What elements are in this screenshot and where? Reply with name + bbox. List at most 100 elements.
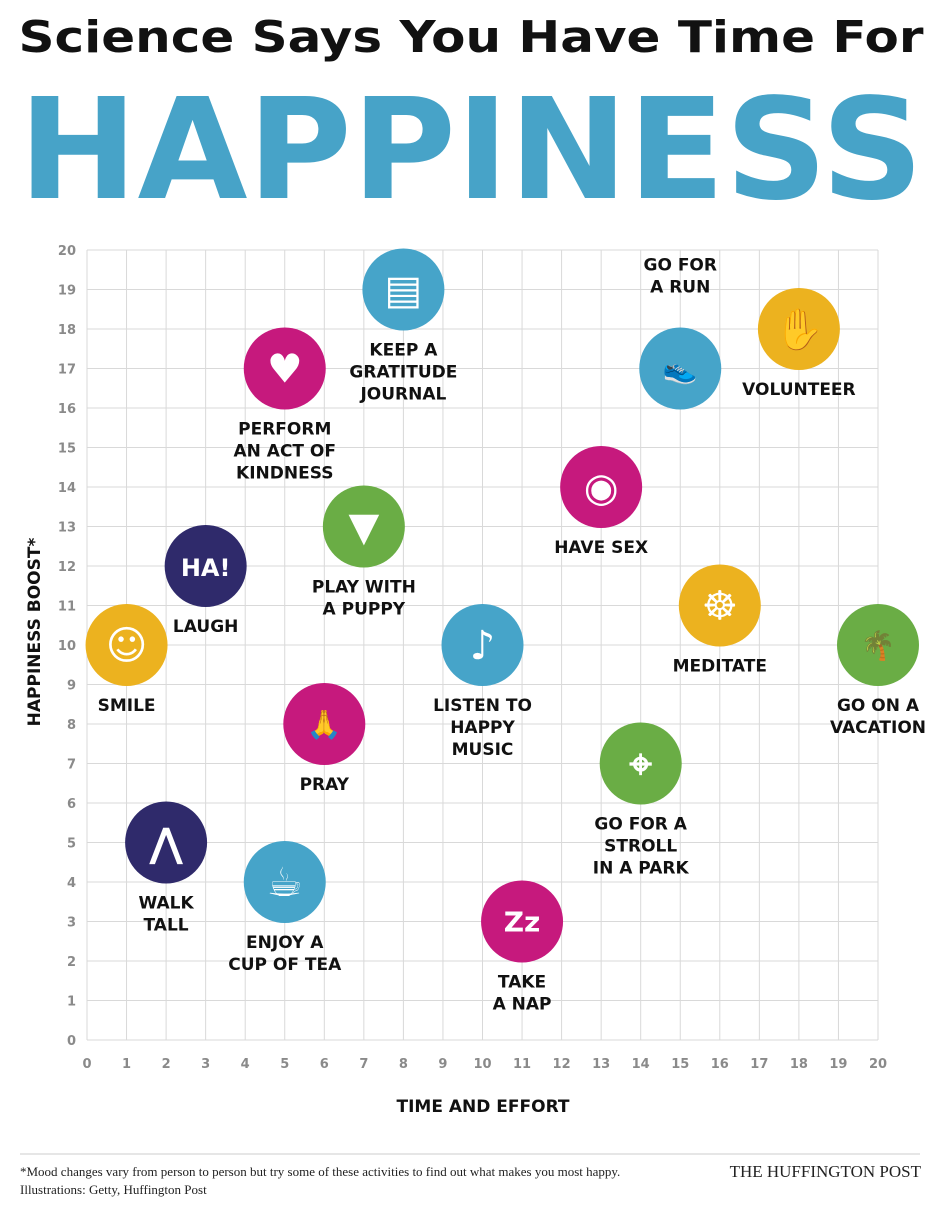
brand-logo: THE HUFFINGTON POST [729,1162,921,1181]
point-label: LISTEN TO [433,696,532,716]
point-label: KEEP A [369,341,438,361]
point-label: KINDNESS [236,464,333,484]
y-tick-label: 7 [67,758,76,773]
data-point: HA! LAUGH [164,525,247,637]
point-label: IN A PARK [593,859,690,879]
point-marker [125,801,208,884]
data-point: ☺ SMILE [85,604,168,716]
point-marker [639,327,722,410]
y-tick-label: 12 [58,560,76,575]
heart-icon: ♥ [267,347,303,393]
x-tick-label: 18 [790,1057,808,1072]
y-tick-label: 18 [58,323,76,338]
x-tick-label: 8 [399,1057,408,1072]
point-marker [837,604,919,686]
praying-hands-icon: 🙏 [307,708,342,741]
y-tick-label: 16 [58,402,76,417]
lips-icon: ◉ [584,465,619,511]
point-label: TAKE [498,973,546,993]
point-label: WALK [139,894,195,914]
footer-divider [20,1153,920,1155]
point-label: LAUGH [173,617,238,637]
x-tick-label: 13 [592,1057,610,1072]
credits: Illustrations: Getty, Huffington Post [20,1182,207,1197]
y-tick-label: 10 [58,639,76,654]
notebook-icon: ▤ [385,268,423,314]
point-label: SMILE [98,696,156,716]
palm-tree-icon: 🌴 [861,629,896,662]
x-tick-label: 6 [320,1057,329,1072]
point-label: A RUN [650,278,710,298]
point-marker [560,446,643,528]
x-tick-label: 17 [750,1057,768,1072]
point-marker [362,248,445,331]
y-tick-label: 4 [67,876,76,891]
y-tick-label: 15 [58,442,76,457]
y-tick-label: 13 [58,521,76,536]
point-label: GO FOR [644,256,717,276]
point-marker [678,564,761,647]
data-point: ☸ MEDITATE [673,564,767,677]
sleep-cloud-icon: Zz [504,906,541,939]
point-label: GRATITUDE [349,363,457,383]
point-marker [441,604,524,686]
point-label: TALL [144,916,189,936]
raised-hand-icon: ✋ [774,306,824,353]
x-tick-label: 19 [829,1057,847,1072]
x-tick-label: 1 [122,1057,131,1072]
tick-labels: 0 1 2 3 4 5 6 7 8 9 10 11 12 13 14 15 16 17 18 19 2001234567… [58,244,887,1072]
point-label: VACATION [830,718,926,738]
x-tick-label: 15 [671,1057,689,1072]
music-note-icon: ♪ [470,623,496,669]
point-label: ENJOY A [246,933,324,953]
smiling-woman-icon: ☺ [106,623,148,669]
point-marker [85,604,168,686]
title-line-2: HAPPINESS [19,69,924,232]
x-tick-label: 10 [473,1057,491,1072]
x-tick-label: 16 [711,1057,729,1072]
data-point: ✋ VOLUNTEER [742,288,856,400]
point-label: PLAY WITH [312,578,416,598]
x-tick-label: 3 [201,1057,210,1072]
y-tick-label: 5 [67,837,76,852]
y-tick-label: 9 [67,679,76,694]
point-label: JOURNAL [359,385,446,405]
point-label: CUP OF TEA [228,955,342,975]
point-marker [757,288,840,370]
y-tick-label: 2 [67,955,76,970]
point-label: MEDITATE [673,657,767,677]
point-marker [283,683,366,765]
point-marker [481,880,564,963]
x-tick-label: 11 [513,1057,531,1072]
y-tick-label: 17 [58,363,76,378]
y-tick-label: 3 [67,916,76,931]
x-tick-label: 2 [162,1057,171,1072]
point-marker [322,485,405,568]
point-label: MUSIC [452,740,514,760]
point-label: VOLUNTEER [742,380,855,400]
point-label: PERFORM [238,420,331,440]
y-axis-label: HAPPINESS BOOST* [25,538,45,727]
y-tick-label: 14 [58,481,76,496]
teapot-icon: ☕ [267,860,303,906]
x-tick-label: 14 [632,1057,650,1072]
puppy-icon: ▼ [348,505,379,551]
title-line-1: Science Says You Have Time For [19,12,924,63]
y-tick-label: 8 [67,718,76,733]
x-tick-label: 5 [280,1057,289,1072]
y-tick-label: 20 [58,244,76,259]
point-label: STROLL [604,837,677,857]
point-label: A PUPPY [323,600,406,620]
point-label: GO FOR A [594,815,687,835]
y-tick-label: 19 [58,284,76,299]
